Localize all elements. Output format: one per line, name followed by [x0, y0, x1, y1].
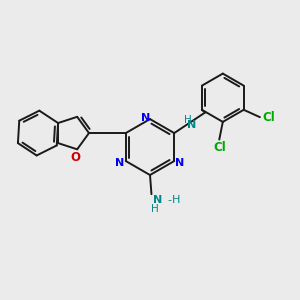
Text: O: O: [71, 151, 81, 164]
Text: H: H: [172, 195, 181, 205]
Text: H: H: [184, 116, 191, 125]
Text: N: N: [115, 158, 124, 167]
Text: N: N: [176, 158, 185, 167]
Text: Cl: Cl: [262, 111, 275, 124]
Text: N: N: [187, 120, 196, 130]
Text: -: -: [167, 195, 171, 205]
Text: Cl: Cl: [213, 141, 226, 154]
Text: H: H: [151, 204, 158, 214]
Text: N: N: [153, 195, 162, 205]
Text: N: N: [141, 113, 150, 124]
